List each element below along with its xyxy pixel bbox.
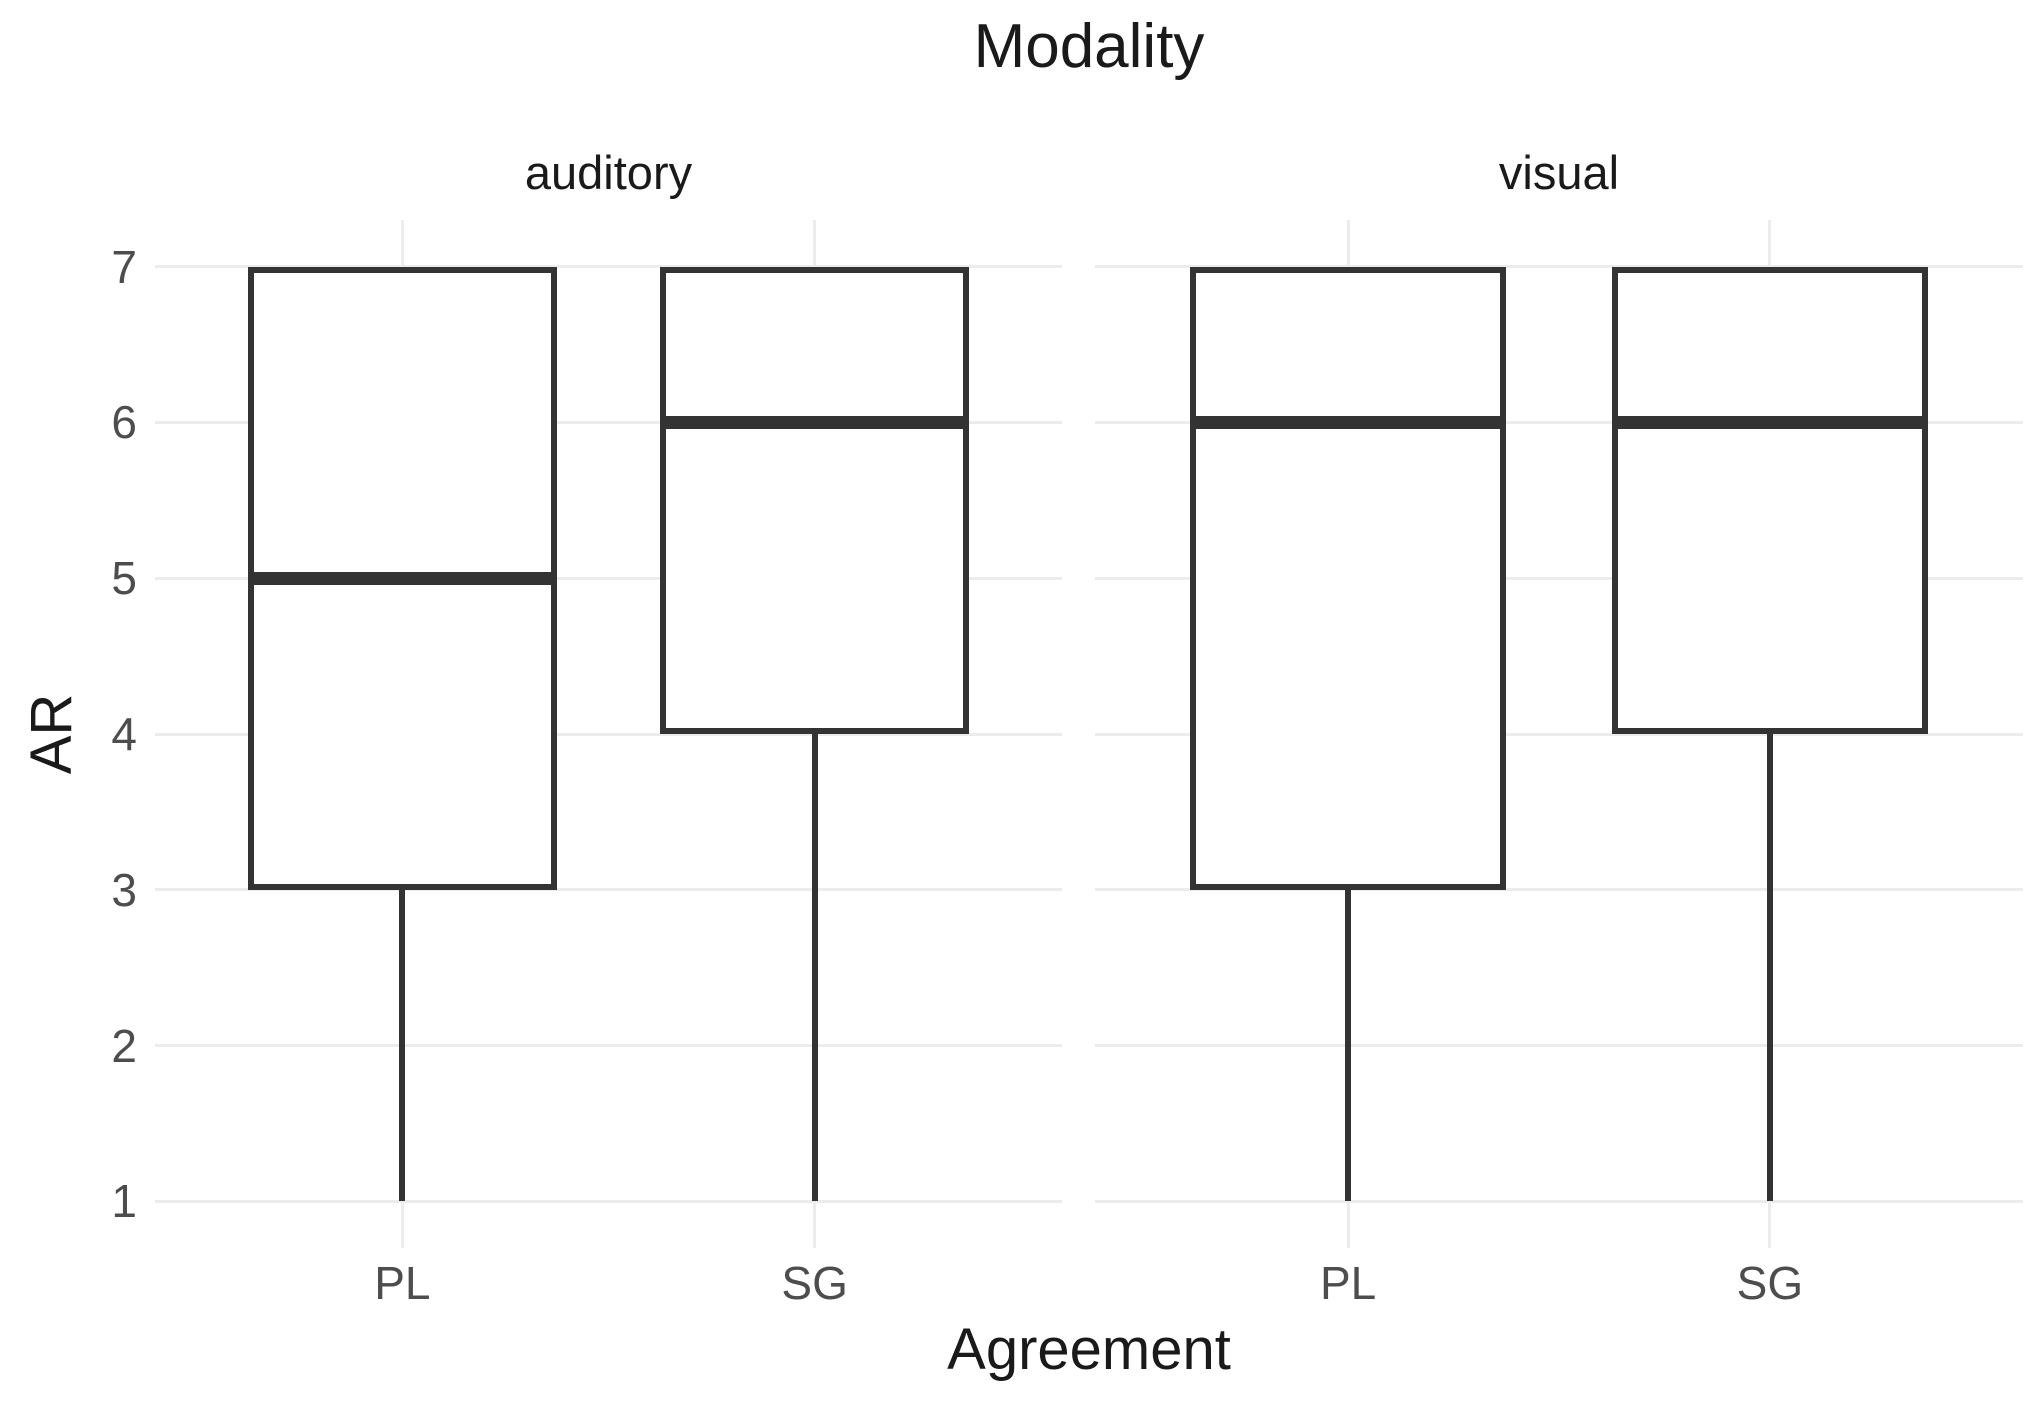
y-tick-label: 7 <box>111 240 137 293</box>
gridline-h <box>1095 1199 2023 1203</box>
x-tick-label: SG <box>781 1257 848 1309</box>
x-tick-label: SG <box>1736 1257 1804 1309</box>
gridline-h <box>155 265 1062 269</box>
facet-panel-auditory <box>155 220 1062 1248</box>
y-tick-label: 1 <box>111 1175 137 1228</box>
gridline-h <box>1095 732 2023 736</box>
gridline-h <box>155 1199 1062 1203</box>
box-visual-PL <box>1189 266 1507 890</box>
chart-title: Modality <box>973 12 1205 81</box>
gridline-h <box>1095 265 2023 269</box>
x-tick-label: PL <box>374 1257 431 1309</box>
gridline-h <box>155 420 1062 424</box>
y-tick-label: 3 <box>111 863 137 916</box>
box-whisker-lower <box>399 889 406 1202</box>
box-whisker-lower <box>1345 889 1352 1202</box>
x-tick-label: PL <box>1319 1257 1377 1309</box>
box-median <box>1611 415 1929 429</box>
box-whisker-lower <box>811 734 818 1202</box>
gridline-h <box>1095 888 2023 892</box>
box-visual-SG <box>1611 266 1929 734</box>
gridline-h <box>155 732 1062 736</box>
gridline-h <box>1095 1044 2023 1047</box>
y-tick-label: 5 <box>111 552 137 605</box>
gridline-h <box>155 576 1062 580</box>
box-median <box>660 415 970 429</box>
box-median <box>247 571 557 585</box>
box-auditory-SG <box>660 266 970 734</box>
box-whisker-lower <box>1766 734 1773 1202</box>
facet-strip-visual: visual <box>1498 146 1620 199</box>
gridline-h <box>1095 420 2023 424</box>
box-median <box>1189 415 1507 429</box>
gridline-h <box>1095 576 2023 580</box>
y-tick-label: 6 <box>111 396 137 449</box>
y-tick-label: 4 <box>111 708 137 760</box>
facet-strip-auditory: auditory <box>524 146 693 199</box>
y-tick-label: 2 <box>111 1019 137 1072</box>
x-axis-title: Agreement <box>947 1317 1231 1382</box>
gridline-h <box>155 888 1062 892</box>
gridline-h <box>155 1044 1062 1047</box>
facet-panel-visual <box>1095 220 2023 1248</box>
